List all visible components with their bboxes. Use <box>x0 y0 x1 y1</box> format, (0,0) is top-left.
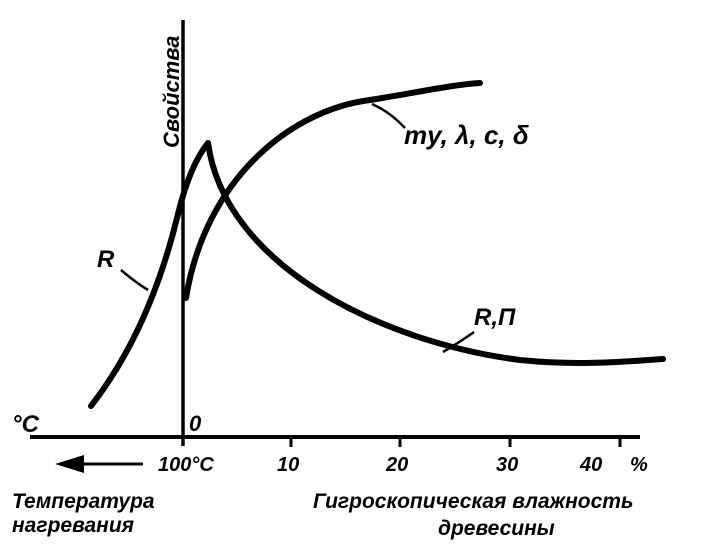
right-caption-line-1: Гигроскопическая влажность <box>313 490 633 513</box>
curve-my-lambda-c-delta <box>183 80 483 301</box>
leader-line-my <box>371 102 406 129</box>
curve-label-r-p: R,П <box>474 304 516 331</box>
leader-line-r <box>120 269 149 292</box>
right-caption-line-2: древесины <box>438 517 555 540</box>
left-caption-line-1: Температура <box>12 490 155 513</box>
curve-label-r: R <box>97 246 115 273</box>
curve-label-my: mу, λ, c, δ <box>404 120 529 150</box>
curve-r-temperature <box>88 140 211 409</box>
left-unit-label: °C <box>12 411 40 438</box>
leader-line-r-p <box>442 330 475 354</box>
curve-r-p <box>205 140 666 366</box>
x-tick-label: 10 <box>277 454 299 476</box>
tick-label-100c: 100°C <box>158 454 214 476</box>
x-tick-label: 40 <box>579 454 602 476</box>
percent-label: % <box>630 454 648 476</box>
arrow-left-icon <box>55 455 143 473</box>
x-tick-label: 30 <box>496 454 518 476</box>
left-caption-line-2: нагревания <box>12 514 134 537</box>
x-tick-label: 20 <box>385 454 408 476</box>
origin-label: 0 <box>189 411 202 436</box>
y-axis-label: Свойства <box>159 35 184 148</box>
